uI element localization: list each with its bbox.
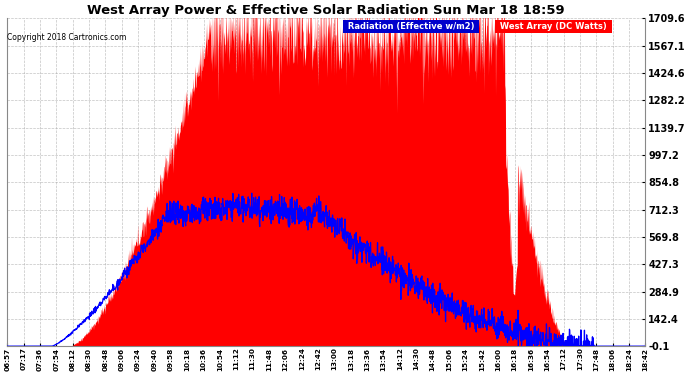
Text: West Array (DC Watts): West Array (DC Watts) [497,22,609,31]
Text: Copyright 2018 Cartronics.com: Copyright 2018 Cartronics.com [7,33,126,42]
Title: West Array Power & Effective Solar Radiation Sun Mar 18 18:59: West Array Power & Effective Solar Radia… [88,4,565,17]
Text: Radiation (Effective w/m2): Radiation (Effective w/m2) [345,22,477,31]
